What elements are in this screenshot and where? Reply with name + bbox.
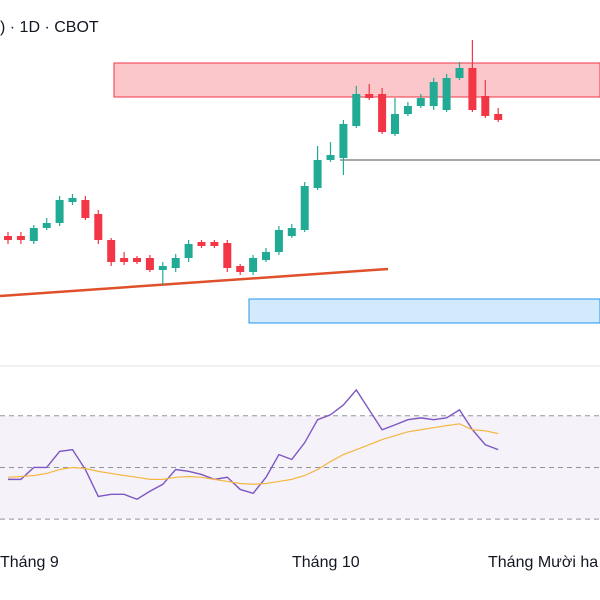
candle-body xyxy=(274,230,283,252)
candle-body xyxy=(55,200,64,223)
rsi-line xyxy=(7,423,499,485)
candle-body xyxy=(16,236,25,240)
candle-body xyxy=(236,266,245,272)
candle-body xyxy=(29,228,38,241)
candle-body xyxy=(262,252,270,260)
x-tick-label: Tháng 9 xyxy=(0,554,59,571)
candle-body xyxy=(133,258,141,262)
candle-body xyxy=(365,94,374,98)
candle-body xyxy=(107,240,116,262)
candle-body xyxy=(429,82,438,106)
candle-body xyxy=(68,198,77,202)
trendline xyxy=(0,267,389,298)
candle-body xyxy=(378,94,387,132)
zone xyxy=(248,298,600,324)
candle-body xyxy=(197,242,206,246)
x-tick-label: Tháng 10 xyxy=(292,554,360,571)
candle-body xyxy=(391,114,399,134)
rsi-line xyxy=(8,388,499,501)
candle-body xyxy=(403,106,412,114)
candle-body xyxy=(81,200,90,218)
candle-body xyxy=(42,223,51,228)
candle-body xyxy=(481,96,490,116)
candle-body xyxy=(120,258,129,262)
candle-body xyxy=(326,155,335,160)
chart-title: ) · 1D · CBOT xyxy=(0,19,99,36)
candle-body xyxy=(223,243,232,268)
candle-body xyxy=(442,78,451,110)
candle-body xyxy=(352,94,361,126)
candle-body xyxy=(455,68,464,78)
candle-body xyxy=(313,160,322,188)
candle-body xyxy=(171,258,180,268)
candle-body xyxy=(145,258,154,270)
candle-body xyxy=(94,214,103,240)
candle-body xyxy=(416,98,425,106)
zone xyxy=(113,62,600,98)
candle-body xyxy=(287,228,296,236)
candle-body xyxy=(249,258,258,272)
x-tick-label: Tháng Mười ha xyxy=(488,554,598,571)
candle-body xyxy=(339,124,348,158)
candle-body xyxy=(210,242,219,246)
candle-body xyxy=(184,244,193,258)
candle-body xyxy=(4,236,12,240)
candle-body xyxy=(494,114,503,120)
candle-body xyxy=(468,68,477,110)
candle-body xyxy=(300,186,309,230)
candle-body xyxy=(158,266,167,270)
